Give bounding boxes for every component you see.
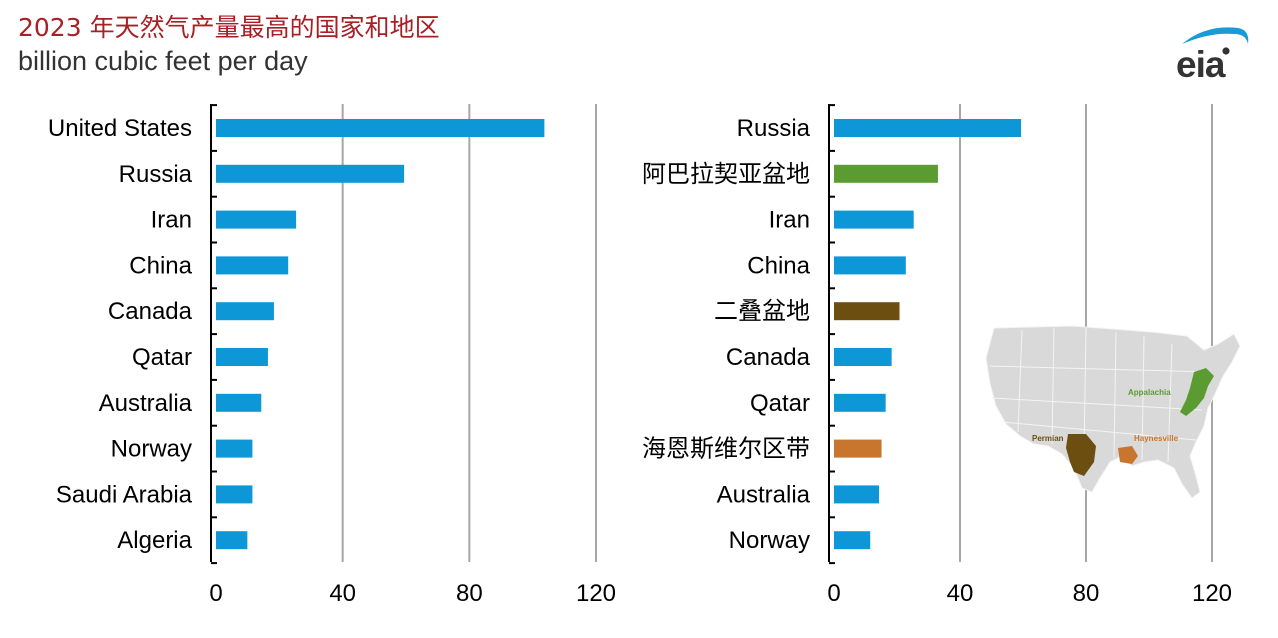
x-tick-label: 120 [1192,580,1232,607]
bar-iran [834,210,914,229]
bar-china [216,256,289,275]
category-label: Australia [99,390,193,417]
map-label-haynesville: Haynesville [1134,434,1179,443]
state-borders [989,327,1211,463]
category-label: 海恩斯维尔区带 [642,435,810,463]
x-tick-label: 0 [827,580,840,607]
bar-二叠盆地 [834,302,900,321]
category-label: Canada [108,298,193,325]
bar-australia [216,393,262,412]
bar-china [834,256,906,275]
category-label: Russia [737,115,811,142]
category-label: Russia [119,161,193,188]
bar-russia [834,119,1022,137]
category-label: China [129,252,192,279]
category-label: Norway [729,527,810,554]
bar-algeria [216,531,248,550]
haynesville-region [1118,446,1138,464]
category-label: Saudi Arabia [56,481,193,508]
x-tick-label: 0 [209,580,222,607]
category-label: Norway [111,436,192,463]
map-label-appalachia: Appalachia [1128,388,1171,397]
category-label: Iran [151,207,192,234]
category-label: 阿巴拉契亚盆地 [642,160,810,188]
category-label: Algeria [117,527,192,554]
bar-阿巴拉契亚盆地 [834,164,938,183]
bar-norway [834,531,871,550]
x-tick-label: 120 [576,580,616,607]
category-label: China [747,252,810,279]
category-label: Qatar [750,390,810,417]
bar-qatar [834,393,886,412]
eia-logo-text: eia [1176,44,1225,85]
bar-saudi-arabia [216,485,253,504]
us-map-outline [985,325,1241,499]
bar-russia [216,164,405,183]
permian-region [1066,434,1096,476]
x-tick-label: 80 [1073,580,1100,607]
left-bar-chart: United States Russia Iran China Canada Qatar A… [48,104,616,607]
x-tick-label: 80 [456,580,483,607]
eia-logo-icon: eia [1176,22,1256,85]
category-label: 二叠盆地 [714,297,810,325]
bar-united-states [216,119,545,137]
bar-qatar [216,348,268,366]
bar-canada [834,348,892,366]
bar-norway [216,439,253,458]
us-map-inset: Appalachia Permian Haynesville [985,325,1241,499]
chart-title: 2023 年天然气产量最高的国家和地区 [18,13,440,42]
bar-australia [834,485,880,504]
eia-swoosh-icon [1182,27,1249,55]
bar-iran [216,210,297,229]
category-label: Canada [726,344,811,371]
right-bar-chart: Russia 阿巴拉契亚盆地 Iran China 二叠盆地 Canada Qatar 海恩斯… [642,104,1232,607]
category-label: Qatar [132,344,192,371]
bar-canada [216,302,274,321]
category-label: Australia [717,481,811,508]
map-label-permian: Permian [1032,434,1064,443]
x-tick-label: 40 [947,580,974,607]
appalachia-region [1180,368,1214,416]
category-label: United States [48,115,192,142]
x-tick-label: 40 [329,580,356,607]
chart-subtitle: billion cubic feet per day [18,46,308,76]
bar-海恩斯维尔区带 [834,439,882,458]
category-label: Iran [769,207,810,234]
